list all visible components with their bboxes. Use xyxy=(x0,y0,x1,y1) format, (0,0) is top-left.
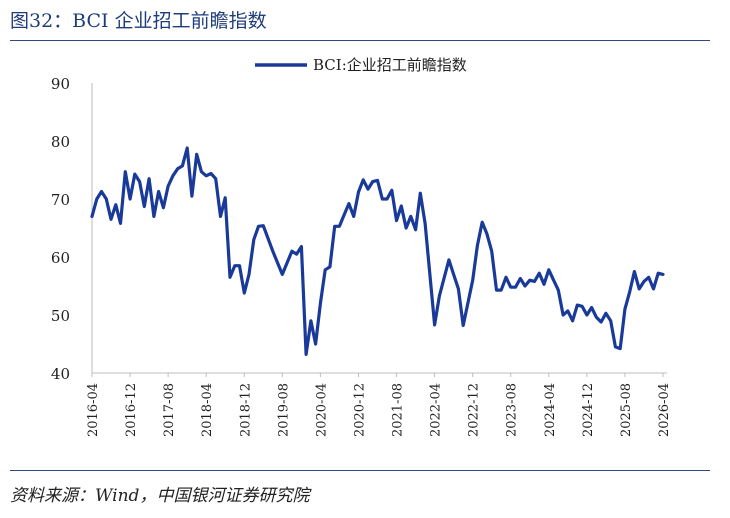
title-rule xyxy=(10,40,710,41)
x-tick-label: 2016-12 xyxy=(124,383,139,437)
x-tick-label: 2018-04 xyxy=(200,383,215,437)
y-tick-label: 40 xyxy=(51,365,70,383)
x-tick-label: 2025-08 xyxy=(619,383,634,437)
legend: BCI:企业招工前瞻指数 xyxy=(255,56,467,74)
y-tick-label: 50 xyxy=(51,307,70,325)
x-tick-label: 2016-04 xyxy=(86,383,101,437)
figure-title: 图32：BCI 企业招工前瞻指数 xyxy=(10,10,267,32)
x-tick-label: 2020-12 xyxy=(352,383,367,437)
x-tick-label: 2019-08 xyxy=(276,383,291,437)
source-note: 资料来源：Wind，中国银河证券研究院 xyxy=(10,486,310,506)
axes xyxy=(91,83,667,374)
x-tick-label: 2023-08 xyxy=(505,383,520,437)
x-axis-ticks: 2016-04 2016-12 2017-08 2018-04 2018-12 2019-… xyxy=(86,373,672,437)
y-tick-label: 90 xyxy=(51,75,70,93)
series-line xyxy=(90,146,665,356)
legend-label: BCI:企业招工前瞻指数 xyxy=(313,56,467,74)
chart: 40 50 60 70 80 90 2016-04 2016-12 2017-08 2018-0… xyxy=(51,56,672,437)
x-tick-label: 2017-08 xyxy=(162,383,177,437)
x-tick-label: 2020-04 xyxy=(314,383,329,437)
x-tick-label: 2026-04 xyxy=(657,383,672,437)
x-tick-label: 2024-12 xyxy=(581,383,596,437)
x-tick-label: 2022-12 xyxy=(467,383,482,437)
y-axis-ticks: 40 50 60 70 80 90 xyxy=(51,75,70,383)
y-tick-label: 70 xyxy=(51,191,70,209)
y-tick-label: 60 xyxy=(51,249,70,267)
x-tick-label: 2021-08 xyxy=(391,383,406,437)
y-tick-label: 80 xyxy=(51,133,70,151)
source-rule xyxy=(10,470,710,471)
x-tick-label: 2024-04 xyxy=(543,383,558,437)
x-tick-label: 2022-04 xyxy=(429,383,444,437)
series-points xyxy=(91,147,664,355)
x-tick-label: 2018-12 xyxy=(238,383,253,437)
